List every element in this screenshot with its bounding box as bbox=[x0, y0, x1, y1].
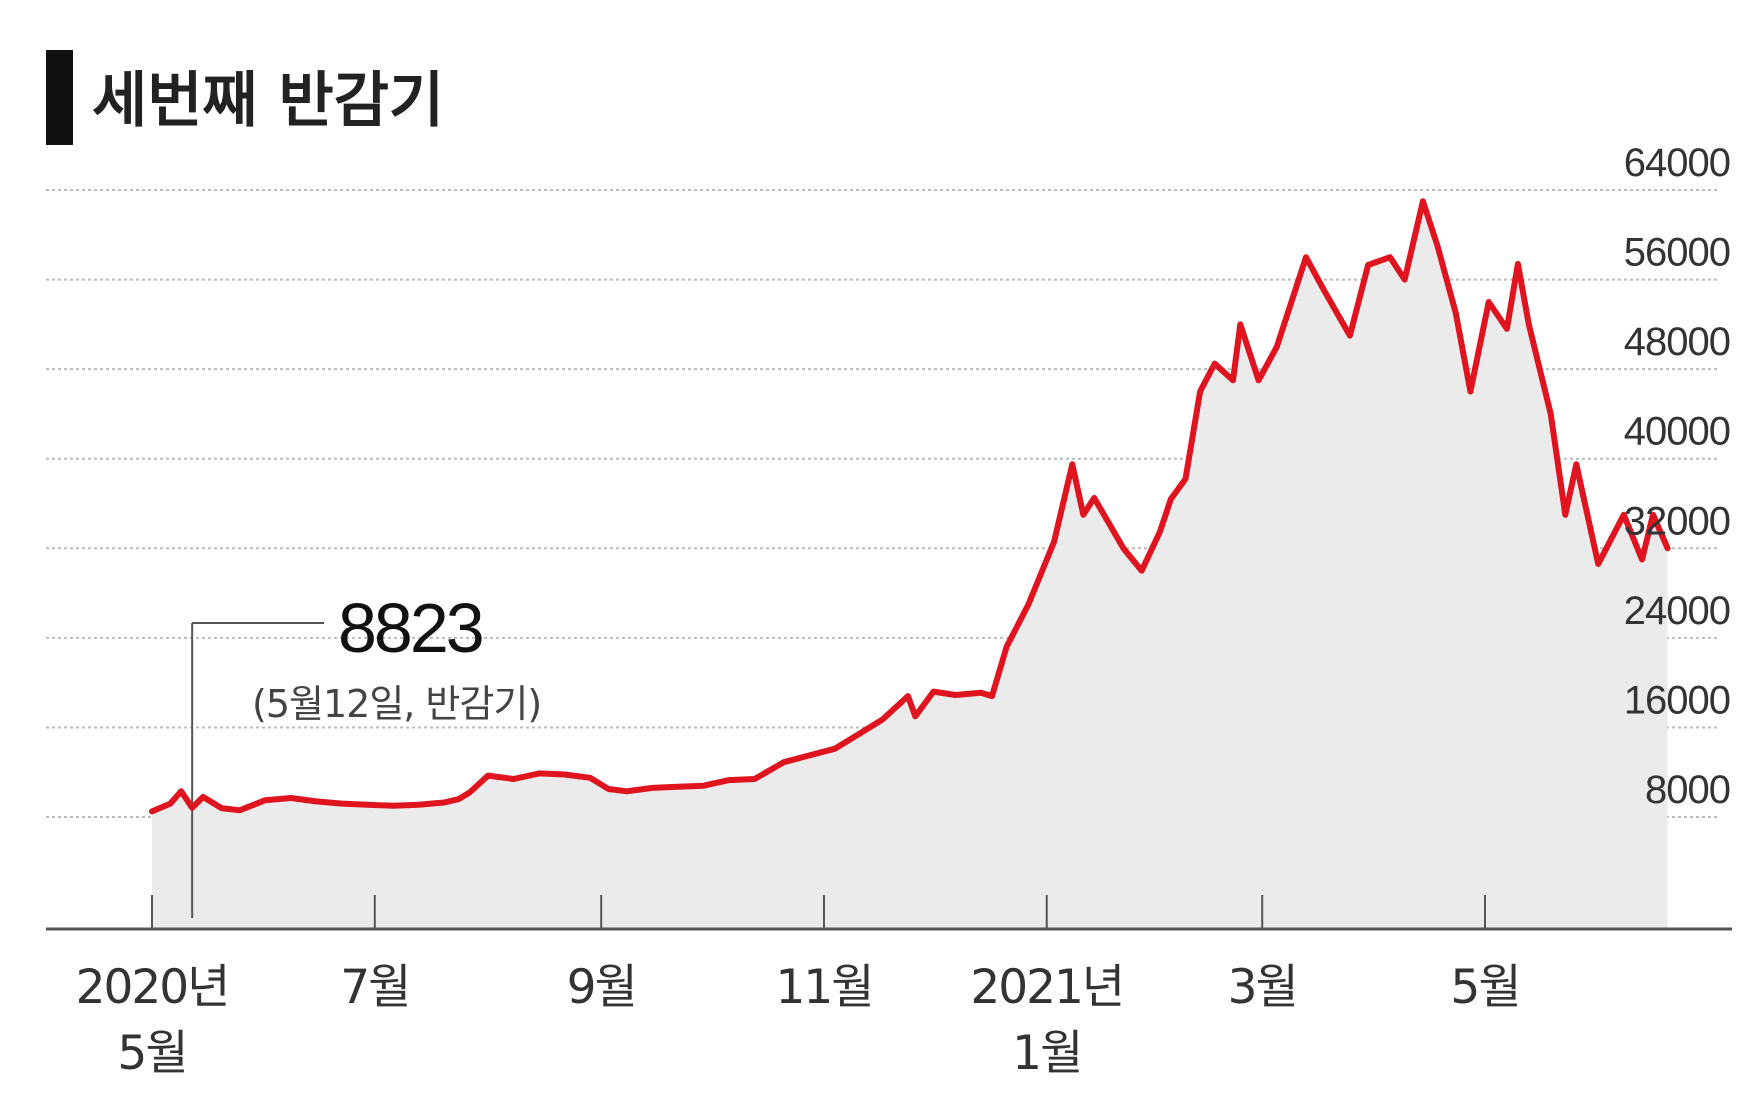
annotation-value: 8823 bbox=[338, 589, 482, 667]
x-tick-label: 3월 bbox=[1228, 960, 1297, 1015]
y-tick-label: 32000 bbox=[1624, 499, 1730, 543]
chart-title: 세번째 반감기 bbox=[92, 66, 444, 136]
x-tick-label: 11월 bbox=[775, 960, 872, 1015]
annotation-note: (5월12일, 반감기) bbox=[252, 682, 541, 726]
x-tick-label: 7월 bbox=[340, 960, 409, 1015]
y-tick-label: 24000 bbox=[1624, 589, 1730, 633]
y-tick-label: 56000 bbox=[1624, 231, 1730, 275]
title-bar bbox=[46, 50, 73, 145]
y-tick-label: 40000 bbox=[1624, 410, 1730, 454]
price-line bbox=[149, 198, 1671, 815]
x-axis-labels: 2020년 5월 7월 9월 11월 2021년 1월 3월 5월 bbox=[76, 960, 1522, 1081]
y-tick-label: 8000 bbox=[1645, 768, 1730, 812]
x-axis bbox=[46, 895, 1732, 931]
x-tick-label: 5월 bbox=[117, 1026, 186, 1081]
x-tick-label: 1월 bbox=[1012, 1026, 1081, 1081]
y-tick-label: 48000 bbox=[1624, 320, 1730, 364]
x-tick-label: 2020년 bbox=[76, 960, 229, 1015]
y-tick-label: 64000 bbox=[1624, 141, 1730, 185]
price-area bbox=[152, 201, 1668, 929]
x-tick-label: 9월 bbox=[567, 960, 636, 1015]
y-axis-labels: 8000 16000 24000 32000 40000 48000 56000 64000 bbox=[1624, 141, 1731, 812]
y-tick-label: 16000 bbox=[1624, 678, 1730, 722]
x-tick-label: 5월 bbox=[1450, 960, 1519, 1015]
x-tick-label: 2021년 bbox=[970, 960, 1123, 1015]
